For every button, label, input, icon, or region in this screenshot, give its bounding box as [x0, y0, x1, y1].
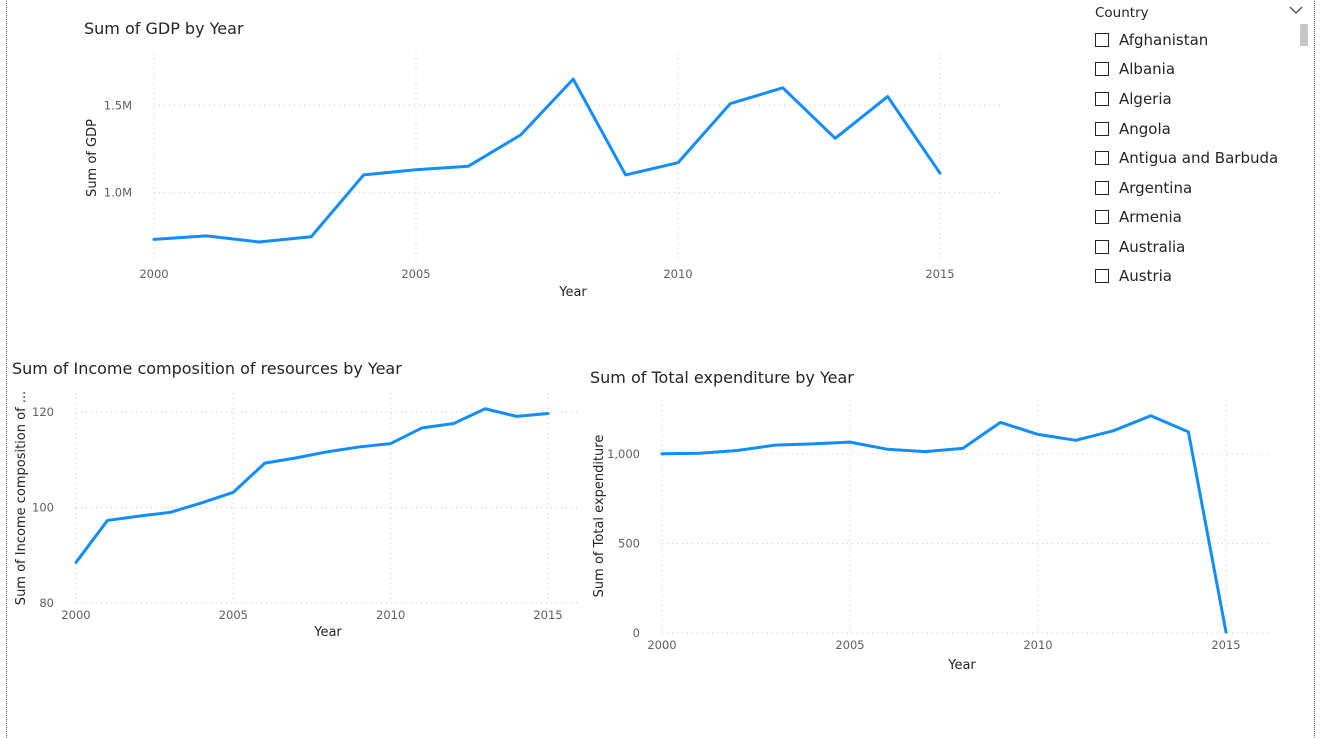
slicer-item[interactable]: Austria	[1095, 264, 1172, 285]
data-point[interactable]	[884, 445, 892, 453]
data-point[interactable]	[733, 447, 741, 455]
checkbox-icon[interactable]	[1095, 33, 1109, 47]
country-slicer[interactable]: Country Afghanistan Albania Algeria Ango…	[1088, 0, 1313, 285]
slicer-item[interactable]: Argentina	[1095, 176, 1192, 200]
slicer-item-label: Argentina	[1119, 179, 1193, 197]
x-tick-label: 2010	[376, 608, 405, 622]
chart-title: Sum of GDP by Year	[84, 19, 244, 38]
y-tick-label: 120	[32, 405, 54, 419]
x-axis-title: Year	[558, 285, 587, 300]
slicer-item-label: Antigua and Barbuda	[1119, 149, 1279, 167]
slicer-item[interactable]: Antigua and Barbuda	[1095, 146, 1278, 170]
x-tick-label: 2005	[401, 267, 430, 281]
x-tick-label: 2005	[835, 638, 864, 652]
data-point[interactable]	[1184, 428, 1192, 436]
y-axis-title: Sum of Total expenditure	[592, 435, 607, 598]
slicer-item-label: Afghanistan	[1119, 31, 1209, 49]
data-point[interactable]	[996, 418, 1004, 426]
data-point[interactable]	[696, 449, 704, 457]
y-tick-label: 1,000	[607, 447, 640, 461]
slicer-scrollbar-track[interactable]	[1300, 22, 1308, 284]
checkbox-icon[interactable]	[1095, 151, 1109, 165]
data-point[interactable]	[921, 448, 929, 456]
x-axis-title: Year	[947, 658, 976, 673]
series-line[interactable]	[152, 77, 942, 244]
series-line[interactable]	[660, 414, 1228, 634]
slicer-item-label: Austria	[1119, 267, 1172, 285]
checkbox-icon[interactable]	[1095, 269, 1109, 283]
x-tick-label: 2005	[219, 608, 248, 622]
checkbox-icon[interactable]	[1095, 122, 1109, 136]
x-tick-label: 2015	[533, 608, 562, 622]
slicer-scrollbar-thumb[interactable]	[1300, 24, 1308, 46]
x-tick-label: 2000	[647, 638, 676, 652]
slicer-item[interactable]: Angola	[1095, 117, 1171, 141]
x-tick-label: 2000	[61, 608, 90, 622]
x-axis-title: Year	[313, 625, 342, 640]
x-tick-label: 2010	[1023, 638, 1052, 652]
checkbox-icon[interactable]	[1095, 210, 1109, 224]
checkbox-icon[interactable]	[1095, 240, 1109, 254]
x-tick-label: 2000	[139, 267, 168, 281]
y-axis-title: Sum of Income composition of ...	[14, 391, 29, 605]
slicer-item[interactable]: Albania	[1095, 57, 1175, 81]
data-point[interactable]	[1034, 430, 1042, 438]
slicer-title: Country	[1095, 5, 1149, 21]
income-composition-line-chart[interactable]: 2000 2005 2010 2015 80 100 120 Sum of Income co…	[0, 0, 590, 650]
checkbox-icon[interactable]	[1095, 92, 1109, 106]
y-tick-label: 500	[618, 536, 640, 550]
total-expenditure-line-chart[interactable]: 2000 2005 2010 2015 0 500 1,000 Sum of Total ex…	[0, 0, 1290, 680]
data-point[interactable]	[808, 440, 816, 448]
data-point[interactable]	[959, 444, 967, 452]
data-point[interactable]	[846, 438, 854, 446]
y-tick-label: 100	[32, 501, 54, 515]
chart-title: Sum of Total expenditure by Year	[590, 368, 854, 387]
checkbox-icon[interactable]	[1095, 181, 1109, 195]
y-tick-label: 1.5M	[104, 98, 132, 112]
y-tick-label: 80	[39, 596, 54, 610]
x-tick-label: 2015	[1211, 638, 1240, 652]
chevron-down-icon[interactable]	[1288, 3, 1304, 17]
gdp-line-chart[interactable]: 2000 2005 2010 2015 1.0M 1.5M Sum of GDP by Ye…	[0, 0, 1003, 300]
x-tick-label: 2010	[663, 267, 692, 281]
checkbox-icon[interactable]	[1095, 62, 1109, 76]
data-point[interactable]	[1222, 628, 1230, 636]
data-point[interactable]	[1072, 436, 1080, 444]
y-tick-label: 0	[633, 626, 640, 640]
series-line[interactable]	[74, 407, 550, 564]
slicer-item[interactable]: Afghanistan	[1095, 28, 1208, 52]
slicer-item[interactable]: Armenia	[1095, 205, 1182, 229]
slicer-item-label: Angola	[1119, 120, 1171, 138]
slicer-item[interactable]: Australia	[1095, 235, 1185, 259]
data-point[interactable]	[1147, 412, 1155, 420]
chart-title: Sum of Income composition of resources b…	[12, 359, 402, 378]
slicer-item-label: Australia	[1119, 238, 1186, 256]
slicer-item-label: Albania	[1119, 60, 1176, 78]
data-point[interactable]	[1109, 427, 1117, 435]
slicer-item-label: Armenia	[1119, 208, 1182, 226]
y-tick-label: 1.0M	[104, 185, 132, 199]
slicer-item[interactable]: Algeria	[1095, 87, 1172, 111]
data-point[interactable]	[771, 441, 779, 449]
data-point[interactable]	[658, 450, 666, 458]
slicer-item-label: Algeria	[1119, 90, 1172, 108]
y-axis-title: Sum of GDP	[85, 119, 100, 197]
x-tick-label: 2015	[925, 267, 954, 281]
